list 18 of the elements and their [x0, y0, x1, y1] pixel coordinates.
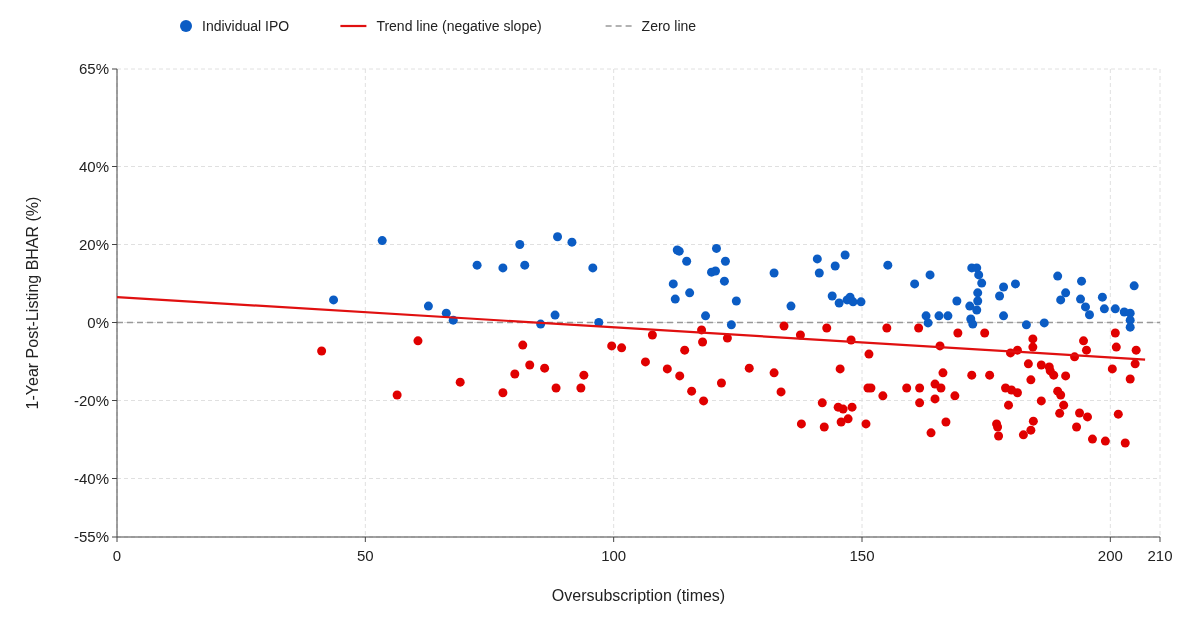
x-axis-title: Oversubscription (times)	[551, 587, 726, 604]
y-axis-title: 1-Year Post-Listing BHAR (%)	[24, 196, 41, 410]
x-tick-label: 50	[356, 547, 374, 564]
x-tick-label: 0	[112, 547, 122, 564]
x-tick-label: 150	[849, 547, 875, 564]
x-tick-label: 200	[1097, 547, 1123, 564]
legend-label: Individual IPO	[202, 18, 290, 34]
y-tick-label: 65%	[78, 60, 109, 77]
x-tick-label: 100	[601, 547, 627, 564]
y-tick-label: -20%	[73, 391, 109, 409]
y-tick-label: -55%	[73, 528, 109, 545]
y-tick-label: -40%	[73, 469, 109, 487]
y-tick-label: 20%	[78, 235, 109, 253]
y-tick-label: 40%	[78, 157, 109, 175]
y-tick-label: 0%	[87, 313, 109, 331]
legend-label: Trend line (negative slope)	[376, 18, 542, 34]
legend-label: Zero line	[641, 18, 697, 34]
x-tick-label: 210	[1147, 547, 1173, 564]
